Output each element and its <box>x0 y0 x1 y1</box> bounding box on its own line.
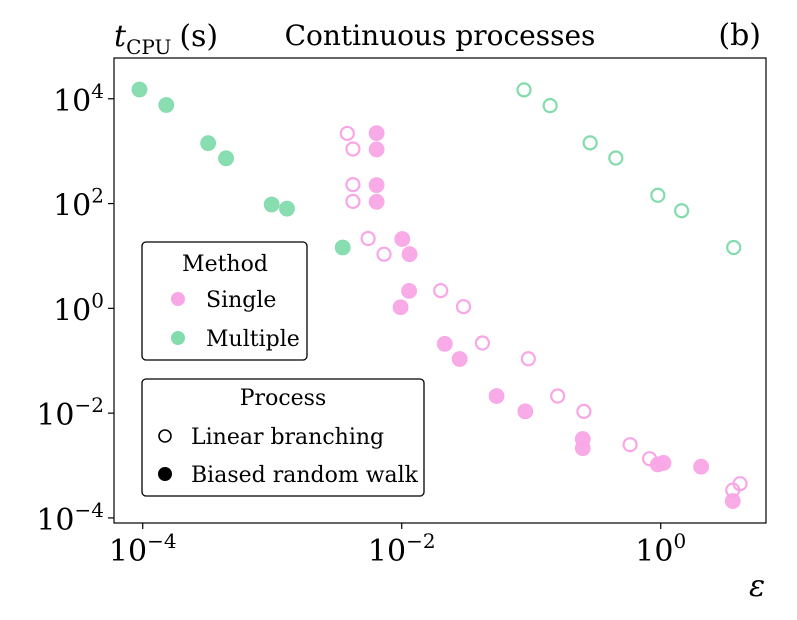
point-single-filled-8 <box>436 335 453 352</box>
point-single-open-4 <box>360 230 376 247</box>
point-multiple-filled-4 <box>263 196 280 213</box>
legend-biased-random-walk-marker <box>158 467 172 481</box>
point-single-filled-10 <box>488 388 505 404</box>
point-single-filled-15 <box>655 455 672 471</box>
axis-ticks: 10−4 10−2 100 104 102 100 10−2 10−4 <box>36 79 686 569</box>
point-single-open-10 <box>550 388 566 404</box>
point-single-filled-1 <box>368 141 385 158</box>
point-single-filled-2 <box>368 177 385 194</box>
point-multiple-open-3 <box>608 150 624 166</box>
point-multiple-open-1 <box>542 98 558 114</box>
point-multiple-open-0 <box>516 82 532 98</box>
legend-linear-branching-marker <box>158 429 172 443</box>
x-tick-label-1: 10−2 <box>368 529 436 569</box>
point-multiple-filled-1 <box>158 97 175 113</box>
data-points <box>131 81 748 509</box>
point-single-filled-16 <box>693 458 710 475</box>
point-multiple-filled-3 <box>218 150 234 167</box>
point-single-open-6 <box>433 283 449 299</box>
legend-method-title: Method <box>182 252 268 277</box>
x-tick-label-2: 100 <box>635 529 686 569</box>
point-single-open-5 <box>376 246 392 262</box>
point-single-filled-11 <box>517 403 534 420</box>
legend-single-marker <box>171 292 185 306</box>
legend-process-title: Process <box>240 386 327 411</box>
point-single-filled-5 <box>401 246 418 263</box>
legend-multiple-marker <box>171 331 185 345</box>
legend-biased-random-walk-label: Biased random walk <box>191 463 419 488</box>
point-single-filled-17 <box>724 493 741 509</box>
point-multiple-filled-2 <box>200 135 217 152</box>
series-multiple-linear-branching <box>516 82 742 256</box>
legend-process: Process Linear branching Biased random w… <box>141 378 425 497</box>
point-multiple-open-6 <box>726 239 742 256</box>
legend-multiple-label: Multiple <box>206 327 300 352</box>
point-multiple-filled-5 <box>279 200 295 217</box>
y-tick-label-0: 104 <box>53 79 104 119</box>
point-multiple-filled-6 <box>334 239 351 256</box>
chart-title: Continuous processes <box>285 19 596 52</box>
legend-single-label: Single <box>206 288 276 313</box>
point-multiple-open-4 <box>650 187 666 203</box>
point-single-open-8 <box>474 335 491 351</box>
point-single-filled-6 <box>401 283 417 299</box>
point-single-open-13 <box>641 451 658 467</box>
panel-label: (b) <box>718 18 761 53</box>
y-axis-label: tCPU (s) <box>114 19 218 59</box>
x-tick-label-0: 10−4 <box>109 529 177 569</box>
point-multiple-open-2 <box>582 135 598 151</box>
legend-method: Method Single Multiple <box>141 241 308 361</box>
point-single-filled-9 <box>451 351 468 367</box>
point-single-filled-0 <box>368 125 385 142</box>
point-single-filled-3 <box>368 193 385 210</box>
point-single-open-15 <box>732 476 748 492</box>
point-single-open-9 <box>520 351 536 367</box>
series-single-linear-branching <box>339 125 748 498</box>
point-single-open-2 <box>345 177 361 193</box>
y-tick-label-2: 100 <box>53 288 104 328</box>
point-single-open-1 <box>345 141 361 157</box>
legend-method-box <box>141 241 308 361</box>
series-single-biased-random-walk <box>368 125 741 509</box>
point-single-open-11 <box>576 403 592 419</box>
x-axis-label: ε <box>749 569 765 604</box>
legend-linear-branching-label: Linear branching <box>191 425 384 450</box>
y-tick-label-4: 10−4 <box>36 498 104 538</box>
y-tick-label-1: 102 <box>53 184 104 224</box>
point-single-open-7 <box>455 298 472 315</box>
point-single-filled-13 <box>574 440 591 457</box>
point-multiple-open-5 <box>674 203 690 219</box>
point-single-filled-7 <box>392 299 409 316</box>
series-multiple-biased-random-walk <box>131 81 351 256</box>
plot-frame <box>113 57 767 524</box>
point-single-filled-4 <box>394 231 411 247</box>
y-tick-label-3: 10−2 <box>36 393 104 433</box>
point-multiple-filled-0 <box>131 81 148 98</box>
point-single-open-0 <box>339 125 355 142</box>
point-single-open-12 <box>622 437 638 453</box>
legend-process-box <box>141 378 425 497</box>
point-single-open-3 <box>345 193 361 209</box>
